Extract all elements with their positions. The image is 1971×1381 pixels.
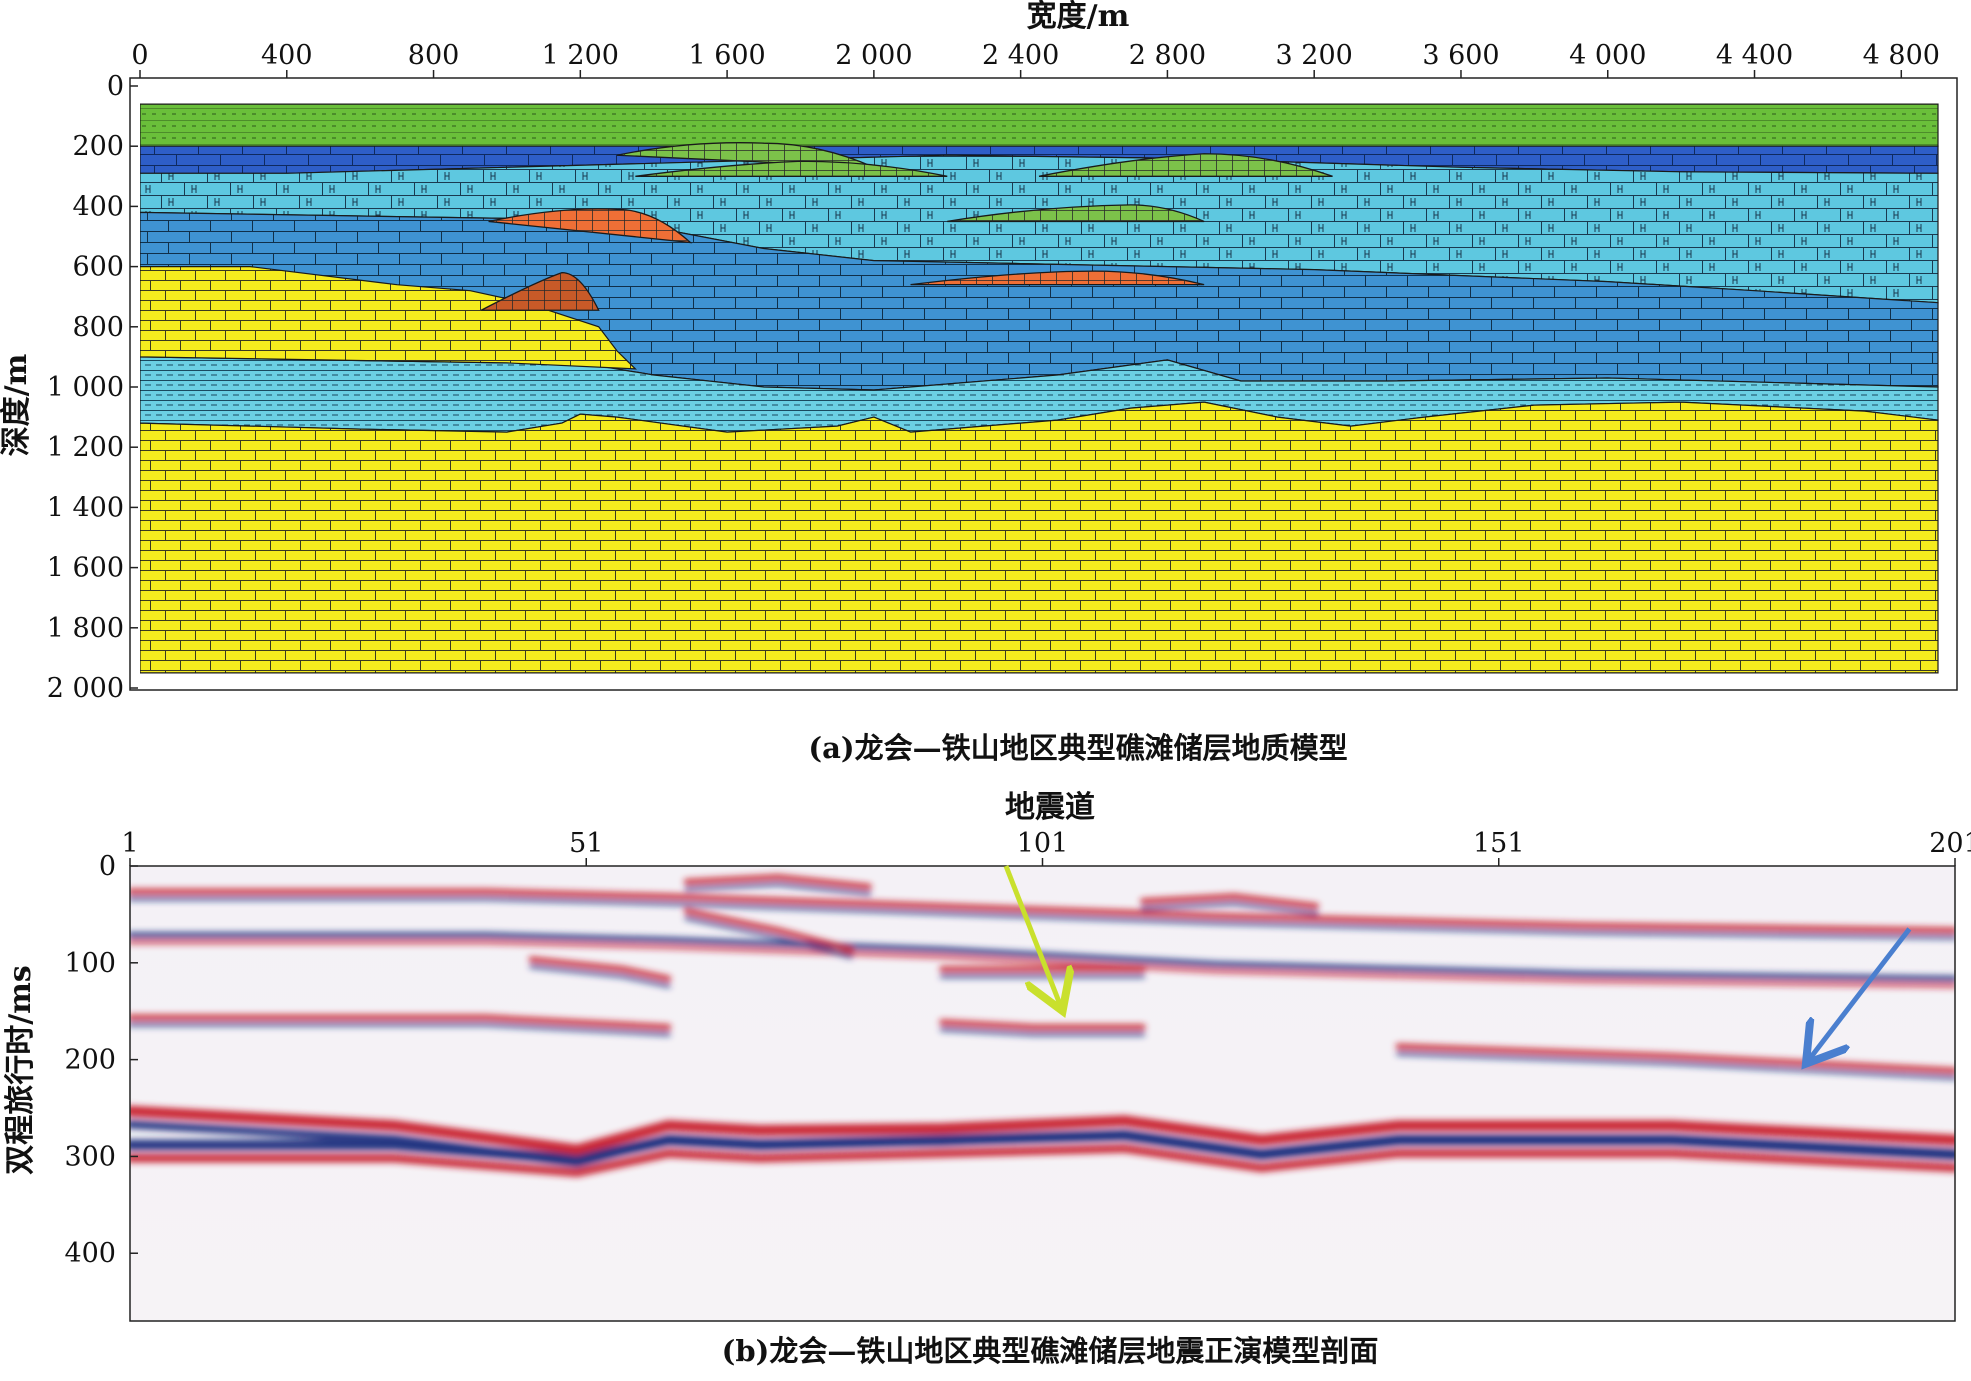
y-tick-label: 800 [72,312,124,343]
seismic-event-trough [939,1026,1146,1037]
lens-hatch [481,272,599,311]
y-tick-label: 100 [64,948,116,979]
x-tick-group: 0 400 800 1 200 1 600 2 000 2 400 2 800 3 200 3 6… [131,40,1940,78]
x-tick-label: 1 600 [688,40,765,71]
lens-hatch [947,204,1205,222]
seismic-event-peak [130,932,1955,982]
seismic-event-trough [684,915,854,960]
event-group [130,873,1955,1178]
x-tick-group: 151101151201 [121,828,1971,866]
x-tick-label: 101 [1017,828,1069,859]
lens-hatch [910,271,1205,285]
x-tick-label: 1 200 [542,40,619,71]
seismic-event-peak [939,1019,1146,1030]
y-tick-label: 0 [99,851,116,882]
seismic-event-trough [529,964,671,989]
x-tick-label: 800 [408,40,460,71]
x-tick-label: 1 [121,828,138,859]
x-tick-label: 400 [261,40,313,71]
x-tick-label: 151 [1473,828,1525,859]
panel-b-x-axis-label: 地震道 [1005,790,1095,825]
lens-hatch [1038,153,1333,177]
y-tick-label: 600 [72,252,124,283]
panel-a-x-axis-label: 宽度/m [1027,0,1130,34]
x-tick-label: 3 600 [1422,40,1499,71]
x-tick-label: 3 200 [1276,40,1353,71]
seismic-event-peak [683,873,873,890]
y-tick-label: 1 000 [47,372,124,403]
panel-a-caption: (a)龙会—铁山地区典型礁滩储层地质模型 [808,731,1347,765]
seismic-event-peak [683,907,854,953]
y-tick-label: 0 [107,71,124,102]
x-tick-label: 2 000 [835,40,912,71]
seismic-event-trough [1396,1051,1955,1081]
panel-b-caption: (b)龙会—铁山地区典型礁滩储层地震正演模型剖面 [722,1334,1379,1368]
y-tick-label: 400 [72,191,124,222]
arrow-group [1003,865,1912,1060]
seismic-event-trough [130,1144,1955,1178]
seismic-event-peak [1139,893,1320,909]
y-tick-label: 1 400 [47,492,124,523]
x-tick-label: 2 800 [1129,40,1206,71]
layer-yellow [140,266,637,370]
x-tick-label: 4 000 [1569,40,1646,71]
geologic-model-panel: 0 400 800 1 200 1 600 2 000 2 400 2 800 3 200 3 6… [0,0,1958,765]
x-tick-label: 201 [1929,828,1971,859]
seismic-event-trough [130,896,1955,940]
x-tick-label: 2 400 [982,40,1059,71]
lens-hatch [635,161,948,177]
panel-b-y-axis-label: 双程旅行时/ms [3,965,38,1175]
panel-a-y-axis-label: 深度/m [0,353,34,456]
y-tick-label: 2 000 [47,673,124,704]
y-tick-label: 1 800 [47,613,124,644]
seismic-event-peak [130,888,1955,934]
seismic-event-trough [130,1022,671,1037]
y-tick-label: 300 [64,1141,116,1172]
seismic-event-trough [684,881,872,897]
y-tick-group: 0 200 400 600 800 1 000 1 200 1 400 1 600 1 800 2 … [47,71,138,704]
annotation-arrow [1003,865,1061,1006]
layer-group [140,103,1939,674]
y-tick-label: 200 [64,1045,116,1076]
seismic-event-peak [528,956,672,982]
x-tick-label: 0 [131,40,148,71]
y-tick-group: 0 100 200 300 400 [64,851,138,1269]
x-tick-label: 4 800 [1863,40,1940,71]
lens-group [480,142,1333,311]
layer-yellow [140,401,1939,674]
y-tick-label: 400 [64,1238,116,1269]
seismic-event-trough [130,939,1955,989]
y-tick-label: 200 [72,131,124,162]
x-tick-label: 51 [569,828,603,859]
y-tick-label: 1 600 [47,553,124,584]
seismic-event-peak [130,1105,1955,1156]
seismic-event-trough [130,1119,1955,1168]
y-tick-label: 1 200 [47,432,124,463]
layer-green [140,103,1939,147]
seismic-event-trough [1140,901,1319,916]
x-tick-label: 4 400 [1716,40,1793,71]
lens-hatch [488,208,691,243]
seismic-event-peak [1395,1043,1955,1074]
seismic-event-peak [130,1014,672,1030]
annotation-arrow [1809,927,1912,1060]
